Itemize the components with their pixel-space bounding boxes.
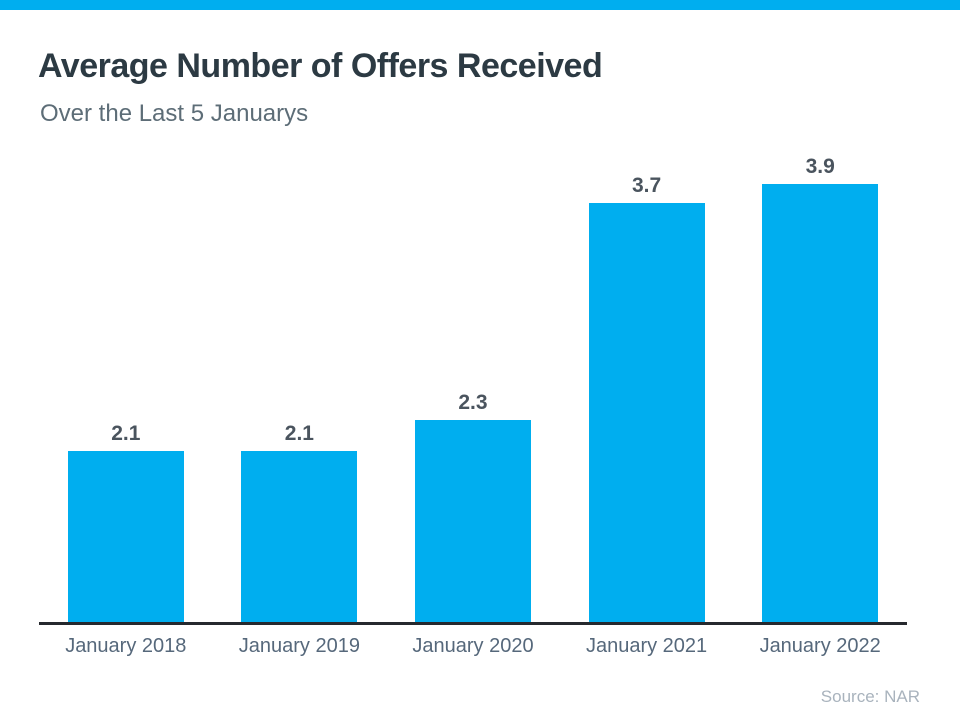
page-title: Average Number of Offers Received bbox=[38, 47, 603, 85]
x-axis-category-labels: January 2018 January 2019 January 2020 Janu… bbox=[39, 633, 907, 659]
bar-category-label: January 2022 bbox=[759, 635, 881, 657]
bar bbox=[67, 451, 184, 622]
bar-value-label: 2.3 bbox=[458, 391, 488, 415]
bar bbox=[762, 184, 879, 622]
bar bbox=[241, 451, 358, 622]
bar-category-label: January 2018 bbox=[65, 635, 187, 657]
top-accent-banner bbox=[0, 0, 960, 10]
bar-value-label: 2.1 bbox=[284, 422, 314, 446]
source-credit: Source: NAR bbox=[820, 687, 920, 706]
bar-column: 3.7 bbox=[560, 156, 734, 622]
bar-category-label: January 2020 bbox=[412, 635, 534, 657]
bar-column: 2.1 bbox=[39, 156, 213, 622]
bar-category-label: January 2021 bbox=[585, 635, 708, 657]
bar bbox=[588, 202, 705, 622]
bar-value-label: 3.7 bbox=[631, 173, 662, 197]
bar-column: 2.1 bbox=[213, 156, 387, 622]
bar-chart-plot-area: 2.1 2.1 2.3 3.7 3.9 bbox=[39, 156, 907, 622]
bar-column: 3.9 bbox=[733, 156, 907, 622]
x-axis-line bbox=[39, 622, 907, 625]
bar-category-label: January 2019 bbox=[238, 635, 360, 657]
page-subtitle: Over the Last 5 Januarys bbox=[40, 100, 309, 127]
bar bbox=[414, 420, 531, 622]
bar-value-label: 2.1 bbox=[111, 422, 141, 446]
bar-value-label: 3.9 bbox=[805, 155, 835, 178]
bar-column: 2.3 bbox=[386, 156, 560, 622]
